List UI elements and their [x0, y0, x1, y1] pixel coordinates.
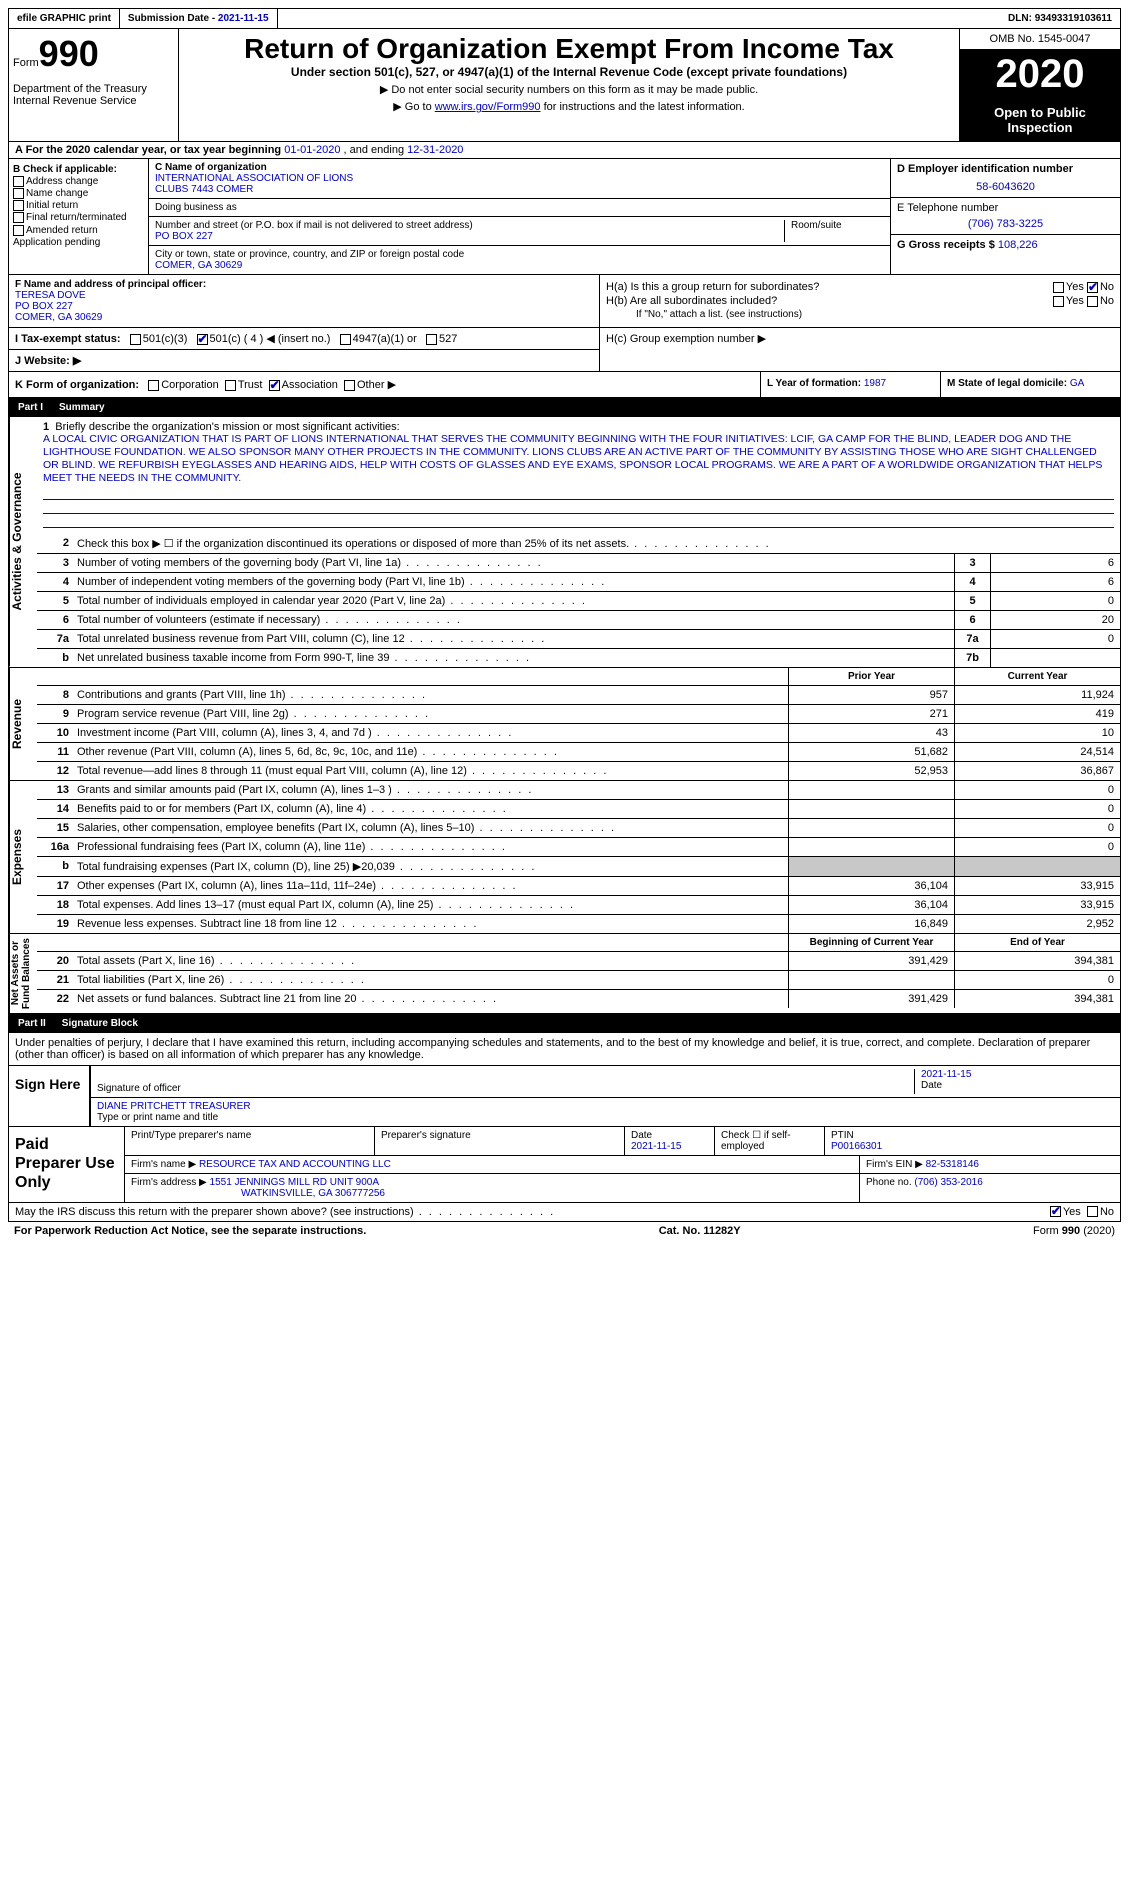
sum-line: 12Total revenue—add lines 8 through 11 (…	[37, 762, 1120, 780]
discuss-row: May the IRS discuss this return with the…	[8, 1203, 1121, 1222]
footer: For Paperwork Reduction Act Notice, see …	[8, 1222, 1121, 1240]
na-col-hdr: Beginning of Current Year End of Year	[37, 934, 1120, 952]
box-g: G Gross receipts $ 108,226	[891, 235, 1120, 255]
box-hc: H(c) Group exemption number ▶	[599, 328, 1120, 371]
vtab-exp: Expenses	[9, 781, 37, 933]
paid-preparer: Paid Preparer Use Only Print/Type prepar…	[8, 1127, 1121, 1203]
box-e: E Telephone number (706) 783-3225	[891, 198, 1120, 235]
box-m: M State of legal domicile: GA	[940, 372, 1120, 397]
sum-line: 11Other revenue (Part VIII, column (A), …	[37, 743, 1120, 762]
form-number: 990	[39, 33, 99, 74]
sum-line: 13Grants and similar amounts paid (Part …	[37, 781, 1120, 800]
part1-header: Part ISummary	[8, 398, 1121, 417]
form-header: Form990 Department of the Treasury Inter…	[8, 29, 1121, 142]
note-ssn: ▶ Do not enter social security numbers o…	[183, 83, 955, 96]
box-c: C Name of organization INTERNATIONAL ASS…	[149, 159, 890, 274]
box-f: F Name and address of principal officer:…	[9, 275, 599, 327]
irs-link[interactable]: www.irs.gov/Form990	[435, 101, 541, 113]
sum-line: 5Total number of individuals employed in…	[37, 592, 1120, 611]
sum-line: 7aTotal unrelated business revenue from …	[37, 630, 1120, 649]
sum-line: 3Number of voting members of the governi…	[37, 554, 1120, 573]
box-b: B Check if applicable: Address change Na…	[9, 159, 149, 274]
sum-line: 20Total assets (Part X, line 16)391,4293…	[37, 952, 1120, 971]
sum-line: bTotal fundraising expenses (Part IX, co…	[37, 857, 1120, 877]
sum-line: 16aProfessional fundraising fees (Part I…	[37, 838, 1120, 857]
submission-date: Submission Date - 2021-11-15	[120, 9, 278, 28]
form-subtitle: Under section 501(c), 527, or 4947(a)(1)…	[183, 65, 955, 79]
sum-line: 8Contributions and grants (Part VIII, li…	[37, 686, 1120, 705]
vtab-na: Net Assets or Fund Balances	[9, 934, 37, 1013]
box-h: H(a) Is this a group return for subordin…	[599, 275, 1120, 327]
sum-line: 22Net assets or fund balances. Subtract …	[37, 990, 1120, 1008]
vtab-ag: Activities & Governance	[9, 417, 37, 667]
sign-here-block: Sign Here Signature of officer 2021-11-1…	[8, 1066, 1121, 1127]
sum-line: 10Investment income (Part VIII, column (…	[37, 724, 1120, 743]
dept: Department of the Treasury Internal Reve…	[13, 83, 174, 107]
sum-line: 2Check this box ▶ ☐ if the organization …	[37, 534, 1120, 554]
sum-line: 17Other expenses (Part IX, column (A), l…	[37, 877, 1120, 896]
sum-line: 19Revenue less expenses. Subtract line 1…	[37, 915, 1120, 933]
dln: DLN: 93493319103611	[1000, 9, 1120, 28]
part2-header: Part IISignature Block	[8, 1014, 1121, 1033]
box-l: L Year of formation: 1987	[760, 372, 940, 397]
sig-declaration: Under penalties of perjury, I declare th…	[8, 1033, 1121, 1066]
tax-year: 2020	[960, 50, 1120, 99]
note-link: ▶ Go to www.irs.gov/Form990 for instruct…	[183, 100, 955, 113]
efile-label: efile GRAPHIC print	[9, 9, 120, 28]
row-a: A For the 2020 calendar year, or tax yea…	[8, 142, 1121, 159]
sum-line: bNet unrelated business taxable income f…	[37, 649, 1120, 667]
box-i: I Tax-exempt status: 501(c)(3) 501(c) ( …	[9, 328, 599, 350]
sum-line: 9Program service revenue (Part VIII, lin…	[37, 705, 1120, 724]
topbar: efile GRAPHIC print Submission Date - 20…	[8, 8, 1121, 29]
box-k: K Form of organization: Corporation Trus…	[9, 372, 760, 397]
mission: 1 Briefly describe the organization's mi…	[37, 417, 1120, 534]
sum-line: 18Total expenses. Add lines 13–17 (must …	[37, 896, 1120, 915]
open-inspection: Open to Public Inspection	[960, 99, 1120, 141]
omb: OMB No. 1545-0047	[960, 29, 1120, 50]
vtab-rev: Revenue	[9, 668, 37, 780]
sum-line: 14Benefits paid to or for members (Part …	[37, 800, 1120, 819]
sum-line: 6Total number of volunteers (estimate if…	[37, 611, 1120, 630]
box-d: D Employer identification number 58-6043…	[891, 159, 1120, 198]
sum-line: 4Number of independent voting members of…	[37, 573, 1120, 592]
sum-line: 15Salaries, other compensation, employee…	[37, 819, 1120, 838]
sum-line: 21Total liabilities (Part X, line 26)0	[37, 971, 1120, 990]
rev-col-hdr: Prior Year Current Year	[37, 668, 1120, 686]
form-title: Return of Organization Exempt From Incom…	[183, 33, 955, 65]
box-j: J Website: ▶	[9, 350, 599, 371]
form-word: Form	[13, 57, 39, 69]
